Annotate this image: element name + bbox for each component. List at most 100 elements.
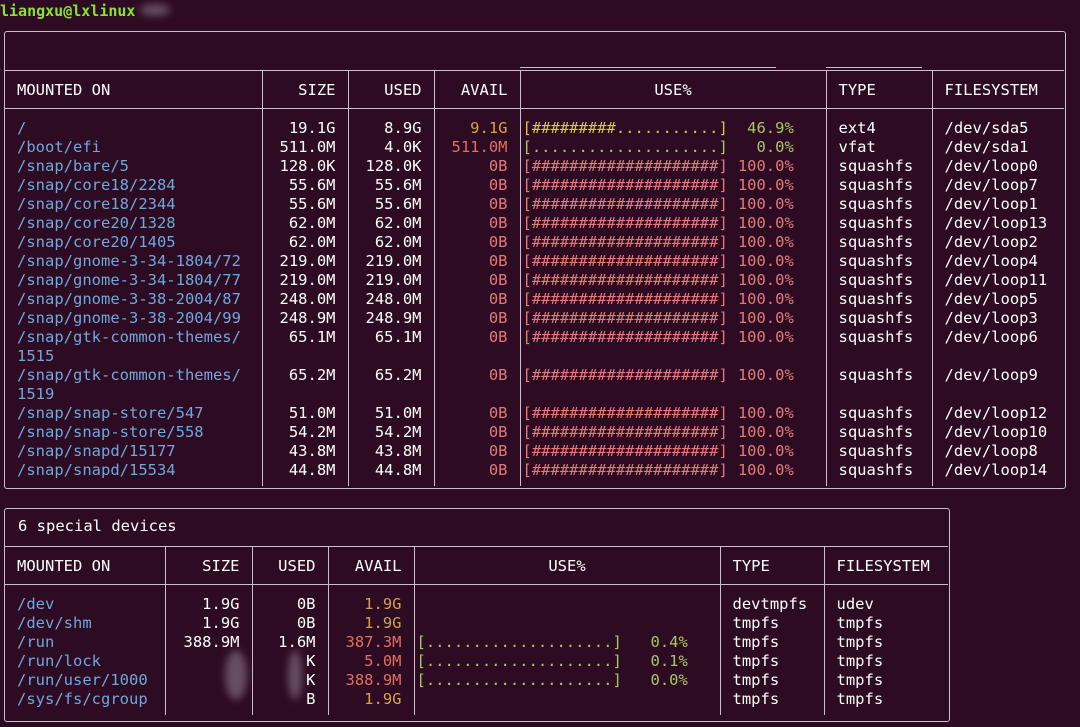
usage-bar: [####################]	[522, 195, 728, 213]
mount-path: /snap/snapd/15177	[17, 442, 176, 460]
filesystem-device: tmpfs	[823, 633, 948, 652]
usage-cell: [....................] 0.1%	[413, 652, 720, 671]
usage-cell: [####################] 100.0%	[519, 423, 826, 442]
mount-point: /run	[5, 633, 165, 652]
fs-type: tmpfs	[719, 671, 824, 690]
col-type[interactable]: TYPE	[719, 546, 824, 585]
table-row[interactable]: /snap/gnome-3-38-2004/87 248.0M 248.0M 0B [#…	[5, 290, 1064, 309]
col-size[interactable]: SIZE	[261, 70, 348, 109]
table-row[interactable]: /snap/snap-store/558 54.2M 54.2M 0B [#######…	[5, 423, 1064, 442]
avail-value: 1.9G	[327, 690, 414, 715]
usage-percent: 100.0%	[737, 366, 794, 384]
col-used[interactable]: USED	[347, 70, 434, 109]
col-avail[interactable]: AVAIL	[433, 70, 520, 109]
usage-percent: 100.0%	[737, 442, 794, 460]
col-use-percent[interactable]: USE%	[519, 70, 826, 109]
table-row[interactable]: /snap/snapd/15177 43.8M 43.8M 0B [##########…	[5, 442, 1064, 461]
table-row[interactable]: /snap/gnome-3-34-1804/77 219.0M 219.0M 0B [#…	[5, 271, 1064, 290]
usage-percent: 100.0%	[737, 233, 794, 251]
table-row[interactable]: /snap/gnome-3-38-2004/99 248.9M 248.9M 0B [#…	[5, 309, 1064, 328]
usage-cell: [####################] 100.0%	[519, 176, 826, 195]
table-row[interactable]: /sys/fs/cgroup B 1.9G tmpfs tmpfs	[5, 690, 948, 715]
fs-type: squashfs	[825, 309, 932, 328]
mount-path: /boot/efi	[17, 138, 101, 156]
usage-cell: [####################] 100.0%	[519, 442, 826, 461]
fs-type: squashfs	[825, 366, 932, 404]
usage-percent: 100.0%	[737, 423, 794, 441]
filesystem-device: /dev/sda5	[931, 108, 1064, 138]
used-value: 248.9M	[347, 309, 434, 328]
usage-cell: [####################] 100.0%	[519, 404, 826, 423]
mount-point: /run/lock	[5, 652, 165, 671]
table-row[interactable]: /snap/gtk-common-themes/1515 65.1M 65.1M 0B…	[5, 328, 1064, 366]
filesystem-device: /dev/loop1	[931, 195, 1064, 214]
table-row[interactable]: /run 388.9M 1.6M 387.3M [...................…	[5, 633, 948, 652]
table-row[interactable]: /dev 1.9G 0B 1.9G devtmpfs udev	[5, 584, 948, 614]
mount-point: /sys/fs/cgroup	[5, 690, 165, 715]
usage-cell	[413, 584, 720, 614]
filesystem-device: tmpfs	[823, 652, 948, 671]
filesystem-device: udev	[823, 584, 948, 614]
used-value: 55.6M	[347, 195, 434, 214]
size-value: 62.0M	[261, 233, 348, 252]
table-row[interactable]: /snap/core18/2284 55.6M 55.6M 0B [##########…	[5, 176, 1064, 195]
mount-point: /snap/core20/1328	[5, 214, 262, 233]
table-row[interactable]: /snap/snap-store/547 51.0M 51.0M 0B [#######…	[5, 404, 1064, 423]
avail-value: 9.1G	[433, 108, 520, 138]
used-value: 0B	[251, 614, 328, 633]
mount-point: /snap/gtk-common-themes/1515	[5, 328, 262, 366]
avail-value: 0B	[433, 442, 520, 461]
mount-point: /snap/gnome-3-34-1804/72	[5, 252, 262, 271]
table-row[interactable]: /snap/gnome-3-34-1804/72 219.0M 219.0M 0B [#…	[5, 252, 1064, 271]
col-filesystem[interactable]: FILESYSTEM	[823, 546, 948, 585]
filesystem-device: /dev/loop4	[931, 252, 1064, 271]
col-type[interactable]: TYPE	[825, 70, 932, 109]
usage-cell: [#########...........] 46.9%	[519, 108, 826, 138]
table-row[interactable]: /snap/gtk-common-themes/1519 65.2M 65.2M 0B…	[5, 366, 1064, 404]
table-row[interactable]: /dev/shm 1.9G 0B 1.9G tmpfs tmpfs	[5, 614, 948, 633]
avail-value: 0B	[433, 366, 520, 404]
size-value: 248.0M	[261, 290, 348, 309]
col-mounted-on[interactable]: MOUNTED ON	[5, 70, 262, 109]
col-size[interactable]: SIZE	[164, 546, 252, 585]
col-used[interactable]: USED	[251, 546, 328, 585]
fs-type: tmpfs	[719, 652, 824, 671]
table-header-row: MOUNTED ON SIZE USED AVAIL USE% TYPE FIL…	[5, 70, 1064, 109]
mount-path: /run/lock	[17, 652, 101, 670]
size-value: 19.1G	[261, 108, 348, 138]
avail-value: 5.0M	[327, 652, 414, 671]
usage-cell: [####################] 100.0%	[519, 290, 826, 309]
used-value: 44.8M	[347, 461, 434, 486]
table-row[interactable]: /run/lock K 5.0M [....................] 0.1%…	[5, 652, 948, 671]
panel-title-rule	[520, 67, 776, 68]
used-value: 248.0M	[347, 290, 434, 309]
table-row[interactable]: /snap/core20/1405 62.0M 62.0M 0B [##########…	[5, 233, 1064, 252]
usage-bar: [####################]	[522, 252, 728, 270]
col-filesystem[interactable]: FILESYSTEM	[931, 70, 1064, 109]
usage-percent: 100.0%	[737, 309, 794, 327]
table-row[interactable]: /run/user/1000 K 388.9M [..................…	[5, 671, 948, 690]
table-row[interactable]: /snap/core20/1328 62.0M 62.0M 0B [##########…	[5, 214, 1064, 233]
col-mounted-on[interactable]: MOUNTED ON	[5, 546, 165, 585]
filesystem-device: /dev/loop2	[931, 233, 1064, 252]
table-row[interactable]: /snap/core18/2344 55.6M 55.6M 0B [##########…	[5, 195, 1064, 214]
col-use-percent[interactable]: USE%	[413, 546, 720, 585]
usage-cell: [....................] 0.0%	[519, 138, 826, 157]
mount-path: /snap/gtk-common-themes/	[17, 328, 241, 346]
fs-type: squashfs	[825, 195, 932, 214]
usage-percent: 100.0%	[737, 157, 794, 175]
mount-point: /boot/efi	[5, 138, 262, 157]
table-row[interactable]: / 19.1G 8.9G 9.1G [#########...........] 46.9…	[5, 108, 1064, 138]
col-avail[interactable]: AVAIL	[327, 546, 414, 585]
table-header-row: MOUNTED ON SIZE USED AVAIL USE% TYPE FIL…	[5, 546, 948, 585]
mount-path: /snap/snapd/15534	[17, 461, 176, 479]
used-value: 51.0M	[347, 404, 434, 423]
table-row[interactable]: /snap/snapd/15534 44.8M 44.8M 0B [##########…	[5, 461, 1064, 486]
usage-bar: [####################]	[522, 404, 728, 422]
fs-type: squashfs	[825, 176, 932, 195]
filesystem-device: /dev/loop14	[931, 461, 1064, 486]
table-row[interactable]: /snap/bare/5 128.0K 128.0K 0B [#############…	[5, 157, 1064, 176]
fs-type: squashfs	[825, 290, 932, 309]
usage-cell: [####################] 100.0%	[519, 195, 826, 214]
table-row[interactable]: /boot/efi 511.0M 4.0K 511.0M [..............…	[5, 138, 1064, 157]
